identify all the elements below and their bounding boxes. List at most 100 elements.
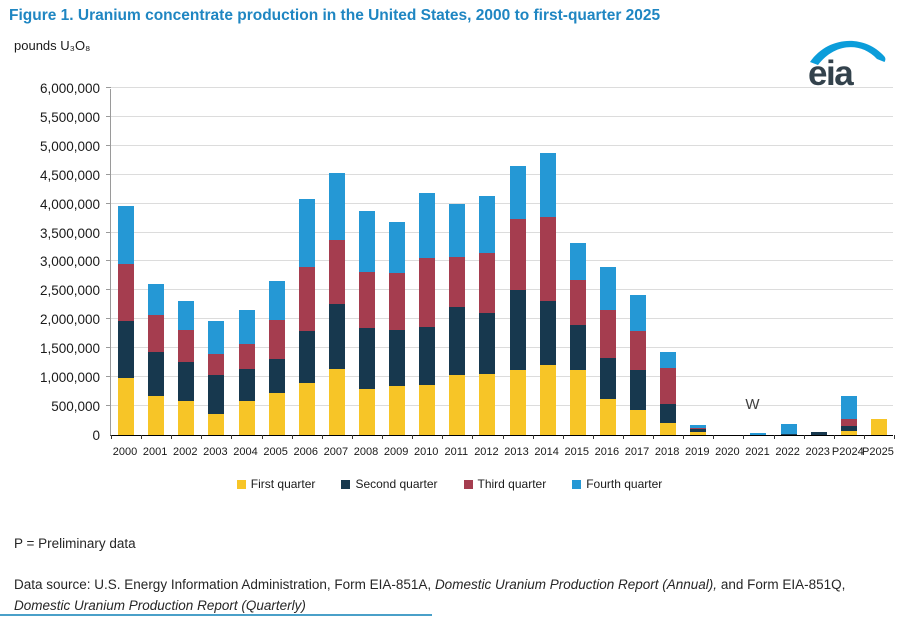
- segment-first-quarter: [178, 401, 195, 435]
- segment-second-quarter: [178, 362, 195, 401]
- annotation-W: W: [745, 396, 760, 413]
- legend-swatch-icon: [572, 479, 582, 489]
- eia-logo-text: eia: [808, 54, 854, 88]
- stacked-bar-chart: 0 500,000 1,000,000 1,500,000 2,000,000 2,500…: [0, 80, 899, 505]
- gridline: [111, 405, 893, 406]
- bar-2001: [148, 284, 165, 435]
- bar-2011: [449, 204, 466, 435]
- x-axis-label: 2019: [685, 446, 710, 458]
- segment-first-quarter: [268, 393, 285, 435]
- segment-third-quarter: [389, 273, 406, 330]
- y-axis-label: 6,000,000: [39, 81, 100, 96]
- segment-first-quarter: [630, 410, 647, 435]
- chart-legend: First quarter Second quarter Third quarter…: [0, 477, 899, 491]
- x-axis-tick: [322, 435, 323, 439]
- legend-label: Third quarter: [477, 477, 547, 491]
- x-axis-tick: [683, 435, 684, 439]
- segment-second-quarter: [328, 304, 345, 369]
- bar-2004: [238, 310, 255, 435]
- bar-P2025: [870, 419, 887, 435]
- x-axis-label: 2017: [624, 446, 650, 458]
- x-axis-label: 2015: [564, 446, 590, 458]
- bottom-divider-rule: [0, 614, 432, 616]
- segment-fourth-quarter: [690, 425, 707, 428]
- y-axis-label: 4,000,000: [39, 197, 100, 212]
- segment-first-quarter: [389, 386, 406, 435]
- y-axis-label: 1,000,000: [39, 370, 100, 385]
- legend-swatch-icon: [341, 479, 351, 489]
- x-axis-tick: [894, 435, 895, 439]
- segment-second-quarter: [148, 352, 165, 396]
- segment-fourth-quarter: [238, 310, 255, 344]
- segment-fourth-quarter: [268, 281, 285, 320]
- legend-item: First quarter: [236, 477, 315, 491]
- source-text: Data source: U.S. Energy Information Adm…: [14, 577, 435, 592]
- legend-item: Third quarter: [463, 477, 547, 491]
- bar-2022: [780, 424, 797, 435]
- x-axis-label: 2014: [534, 446, 559, 458]
- segment-third-quarter: [449, 257, 466, 307]
- eia-logo-graphic: eia: [808, 40, 886, 93]
- segment-third-quarter: [178, 330, 195, 362]
- gridline: [111, 174, 893, 175]
- bar-2014: [539, 153, 556, 435]
- legend-item: Fourth quarter: [572, 477, 662, 491]
- segment-fourth-quarter: [389, 222, 406, 273]
- bar-2021: [750, 433, 767, 435]
- segment-second-quarter: [118, 321, 135, 378]
- segment-second-quarter: [569, 325, 586, 370]
- x-axis-label: 2000: [112, 446, 138, 458]
- segment-fourth-quarter: [840, 396, 857, 419]
- bar-2007: [328, 173, 345, 435]
- x-axis-tick: [292, 435, 293, 439]
- x-axis-tick: [804, 435, 805, 439]
- segment-fourth-quarter: [780, 424, 797, 434]
- y-axis-label: 1,500,000: [39, 341, 100, 356]
- segment-second-quarter: [509, 290, 526, 370]
- x-axis-tick: [472, 435, 473, 439]
- x-axis-tick: [382, 435, 383, 439]
- legend-swatch-icon: [236, 479, 246, 489]
- x-axis-label: 2008: [353, 446, 379, 458]
- segment-fourth-quarter: [358, 211, 375, 272]
- source-report-title: Domestic Uranium Production Report (Quar…: [14, 598, 306, 613]
- segment-fourth-quarter: [509, 166, 526, 219]
- gridline: [111, 145, 893, 146]
- segment-first-quarter: [208, 414, 225, 435]
- x-axis-label: 2012: [474, 446, 499, 458]
- y-axis-tick: [106, 260, 111, 261]
- segment-first-quarter: [509, 370, 526, 435]
- segment-first-quarter: [840, 431, 857, 435]
- plot-area: W: [106, 87, 895, 439]
- x-axis-label: 2023: [805, 446, 830, 458]
- x-axis-tick: [563, 435, 564, 439]
- x-axis-label: 2005: [263, 446, 288, 458]
- bar-2003: [208, 321, 225, 435]
- gridline: [111, 318, 893, 319]
- segment-first-quarter: [539, 365, 556, 435]
- x-axis-label: 2002: [173, 446, 198, 458]
- y-axis-tick: [106, 289, 111, 290]
- bar-2015: [569, 243, 586, 435]
- y-axis-tick: [106, 318, 111, 319]
- segment-fourth-quarter: [298, 199, 315, 267]
- segment-second-quarter: [208, 375, 225, 414]
- segment-fourth-quarter: [208, 321, 225, 354]
- segment-first-quarter: [118, 378, 135, 435]
- x-axis-tick: [533, 435, 534, 439]
- y-axis-tick: [106, 405, 111, 406]
- segment-fourth-quarter: [750, 433, 767, 435]
- segment-third-quarter: [509, 219, 526, 290]
- segment-third-quarter: [419, 258, 436, 327]
- y-axis-label: 2,000,000: [39, 312, 100, 327]
- bar-2019: [690, 425, 707, 435]
- bar-2006: [298, 199, 315, 435]
- segment-third-quarter: [569, 280, 586, 325]
- segment-second-quarter: [419, 327, 436, 385]
- legend-swatch-icon: [463, 479, 473, 489]
- y-axis-tick: [106, 232, 111, 233]
- gridline: [111, 260, 893, 261]
- segment-third-quarter: [840, 419, 857, 426]
- y-axis-label: 3,000,000: [39, 254, 100, 269]
- segment-first-quarter: [358, 389, 375, 435]
